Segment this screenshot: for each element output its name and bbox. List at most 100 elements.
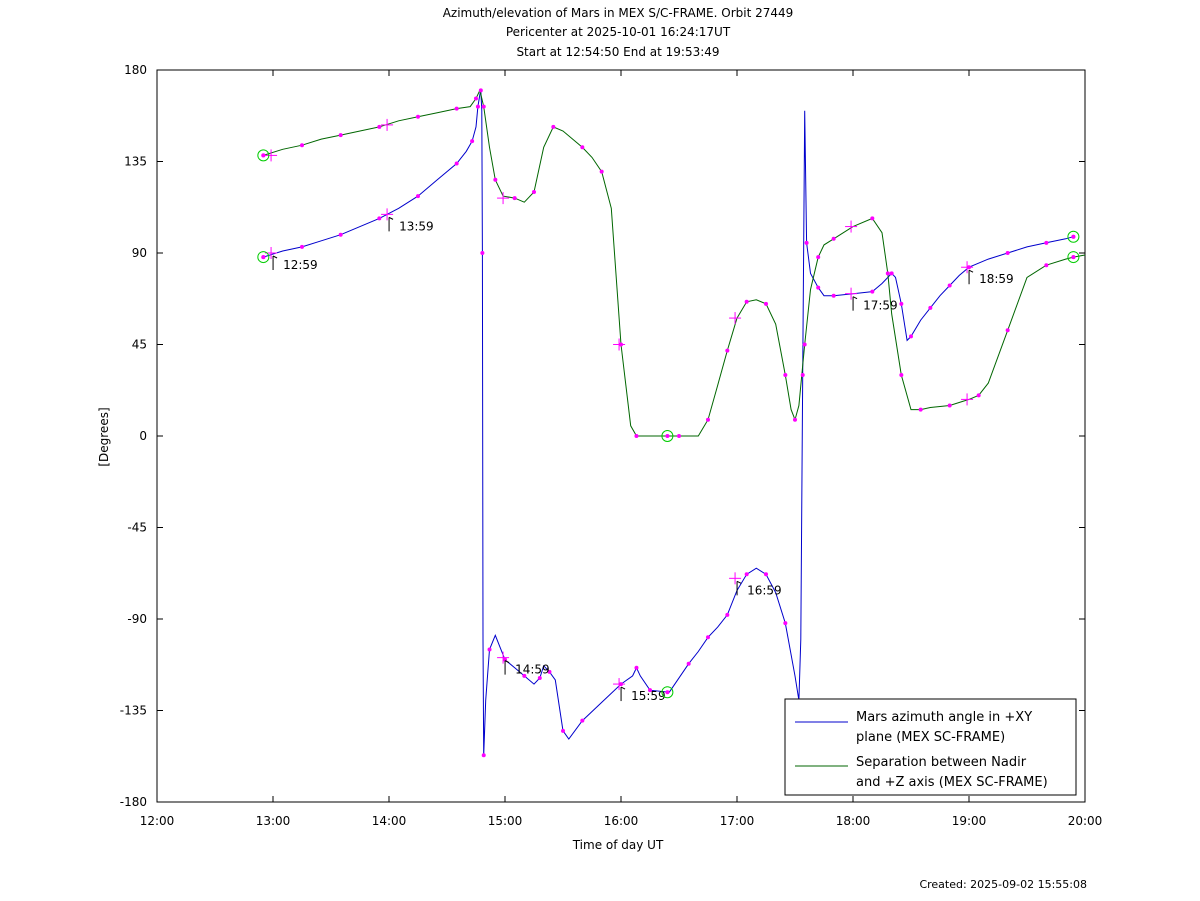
marker-layer: 12:59 13:59 14:59 15:59 16:59 17:59 18:59: [257, 88, 1080, 758]
data-point: [454, 161, 459, 166]
data-point: [764, 301, 768, 306]
x-axis-label: Time of day UT: [572, 838, 664, 852]
time-mark-pointer: [736, 580, 742, 584]
y-tick-label: -90: [127, 612, 147, 626]
data-point: [416, 194, 420, 199]
data-point: [338, 232, 343, 237]
data-point: [1044, 263, 1049, 268]
time-mark-pointer: [968, 269, 974, 273]
series-layer: [263, 88, 1086, 756]
y-tick-label: 45: [132, 338, 147, 352]
y-tick-label: -135: [120, 704, 147, 718]
data-point: [800, 373, 805, 377]
data-point: [764, 572, 768, 577]
data-point: [870, 216, 875, 221]
event-circle-marker: [661, 430, 674, 442]
data-point: [481, 104, 486, 109]
data-point: [804, 240, 809, 245]
legend-label-separation-1: Separation between Nadir: [856, 755, 1027, 770]
y-tick-label: 0: [139, 429, 147, 443]
data-point: [487, 647, 492, 652]
data-point: [377, 124, 382, 129]
data-point: [976, 393, 981, 398]
time-mark-label: 12:59: [283, 258, 318, 272]
time-mark-pointer: [388, 216, 394, 220]
tick-labels: 12:00 13:00 14:00 15:00 16:00 17:00 18:00 19:00…: [120, 63, 1103, 828]
time-mark-label: 14:59: [515, 663, 550, 677]
data-point: [599, 169, 604, 174]
data-point: [481, 753, 486, 758]
x-tick-label: 15:00: [488, 814, 523, 828]
data-point: [454, 106, 459, 111]
event-circle-marker: [1067, 230, 1080, 243]
data-point: [725, 612, 730, 617]
data-point: [580, 718, 585, 723]
data-point: [870, 289, 875, 294]
data-point: [377, 216, 382, 221]
y-tick-label: 135: [124, 155, 147, 169]
legend-label-azimuth-2: plane (MEX SC-FRAME): [856, 730, 1005, 745]
data-point: [802, 342, 807, 347]
event-circle-marker: [1067, 251, 1080, 264]
event-circle-center: [665, 690, 670, 695]
series-line-0: [263, 90, 1074, 756]
time-mark-label: 17:59: [863, 299, 898, 313]
data-point: [1005, 328, 1010, 333]
data-point: [532, 190, 536, 194]
data-point: [561, 728, 565, 733]
y-tick-label: 180: [124, 63, 147, 77]
time-mark-pointer: [504, 660, 510, 664]
data-point: [706, 635, 710, 640]
time-mark-pointer: [852, 296, 858, 300]
legend-box: [784, 698, 1077, 796]
event-circle-center: [261, 255, 266, 260]
data-point: [677, 434, 681, 438]
x-tick-label: 12:00: [140, 814, 175, 828]
data-point: [634, 665, 639, 670]
time-mark-label: 13:59: [399, 219, 434, 233]
event-circle-center: [1071, 234, 1076, 239]
x-tick-label: 20:00: [1068, 814, 1103, 828]
data-point: [744, 299, 749, 304]
data-point: [474, 96, 478, 101]
data-point: [512, 196, 517, 201]
data-point: [793, 417, 797, 422]
legend-label-azimuth-1: Mars azimuth angle in +XY: [856, 710, 1032, 725]
data-point: [338, 133, 343, 138]
data-point: [706, 417, 710, 422]
data-point: [831, 293, 836, 298]
time-mark-label: 15:59: [631, 689, 666, 703]
data-point: [1044, 240, 1049, 245]
time-mark-pointer: [272, 255, 278, 259]
data-point: [522, 673, 527, 678]
data-point: [470, 139, 475, 144]
time-mark-label: 18:59: [979, 272, 1014, 286]
x-tick-label: 18:00: [836, 814, 871, 828]
x-tick-label: 14:00: [372, 814, 407, 828]
data-point: [918, 407, 923, 412]
y-axis-label: [Degrees]: [97, 407, 111, 466]
data-point: [744, 572, 749, 577]
data-point: [899, 373, 904, 377]
x-tick-label: 13:00: [256, 814, 291, 828]
data-point: [816, 255, 821, 260]
data-point: [816, 285, 821, 290]
title-line-2: Pericenter at 2025-10-01 16:24:17UT: [506, 25, 731, 39]
data-point: [783, 373, 788, 377]
data-point: [551, 124, 556, 129]
x-tick-label: 19:00: [952, 814, 987, 828]
event-circle-center: [261, 153, 266, 158]
data-point: [634, 434, 639, 438]
event-circle-center: [665, 434, 670, 438]
event-circle-marker: [661, 686, 674, 699]
data-point: [928, 305, 933, 310]
data-point: [947, 283, 952, 288]
y-tick-label: 90: [132, 246, 147, 260]
data-point: [493, 177, 498, 182]
event-circle-marker: [257, 251, 270, 264]
x-tick-label: 16:00: [604, 814, 639, 828]
title-line-1: Azimuth/elevation of Mars in MEX S/C-FRA…: [443, 6, 794, 20]
chart-title: Azimuth/elevation of Mars in MEX S/C-FRA…: [443, 6, 794, 59]
data-point: [686, 661, 691, 666]
